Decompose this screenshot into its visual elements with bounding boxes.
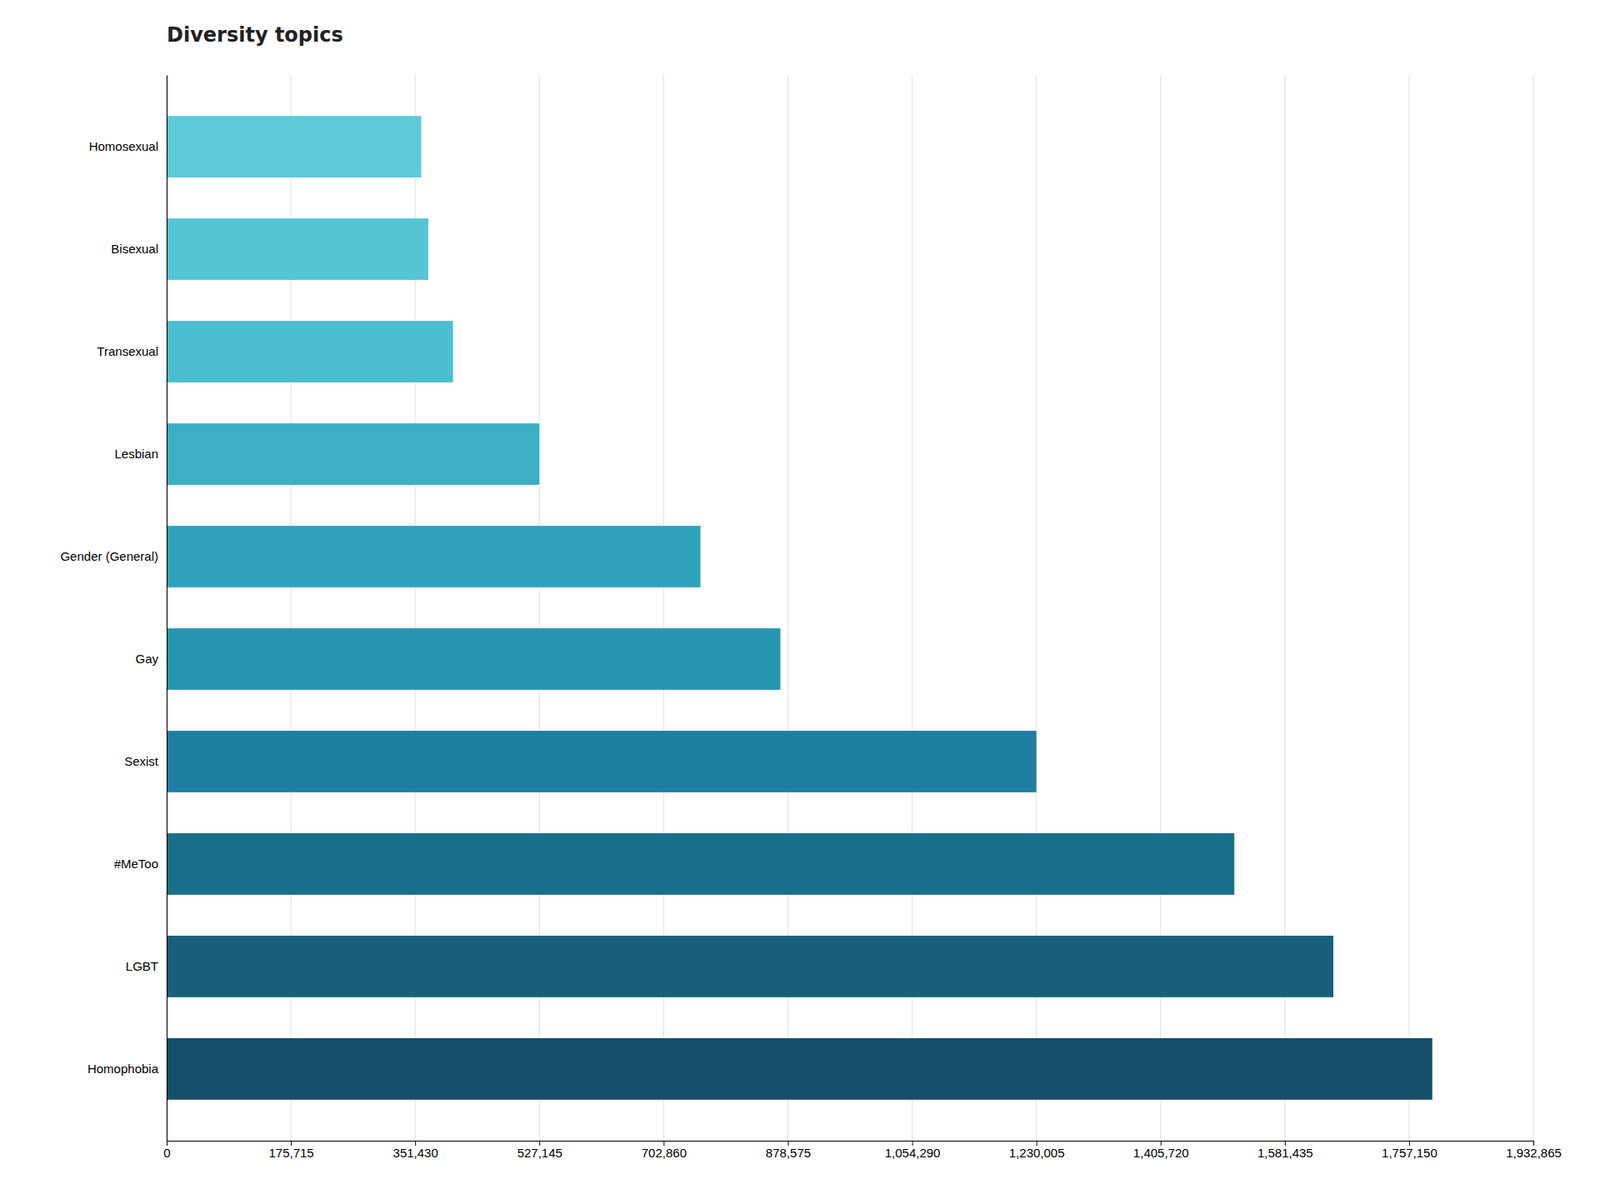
x-tick: 1,230,005 — [1009, 1140, 1065, 1160]
axis-line — [167, 1141, 1535, 1147]
tick-label: 1,581,435 — [1257, 1145, 1314, 1160]
y-tick: #MeToo — [114, 856, 167, 871]
tick-label: 1,054,290 — [885, 1145, 941, 1160]
tick-label: 878,575 — [765, 1145, 811, 1160]
title: Diversity topics — [166, 23, 344, 47]
tick-label: Gay — [135, 651, 159, 666]
grid-line — [166, 75, 168, 1141]
bars — [166, 115, 1433, 1100]
tick-label: Transexual — [96, 344, 159, 359]
tick-label: 0 — [163, 1145, 170, 1160]
bar — [166, 320, 454, 383]
x-tick: 527,145 — [517, 1140, 563, 1160]
x-tick: 878,575 — [765, 1140, 811, 1160]
tick-label: 527,145 — [517, 1145, 563, 1160]
tick-label: LGBT — [125, 959, 159, 974]
tick-label: 702,860 — [641, 1145, 687, 1160]
x-tick: 0 — [163, 1140, 170, 1160]
y-tick: Sexist — [124, 754, 167, 769]
tick-label: 1,230,005 — [1009, 1145, 1065, 1160]
bar — [166, 115, 421, 178]
tick-label: Gender (General) — [60, 549, 159, 564]
axis-line — [166, 75, 168, 1142]
bar — [166, 1038, 1433, 1100]
y-tick: Gay — [135, 651, 167, 666]
y-tick: Lesbian — [114, 446, 167, 461]
grid-line — [1533, 75, 1535, 1141]
tick-label: 351,430 — [393, 1145, 439, 1160]
x-tick: 1,054,290 — [885, 1140, 941, 1160]
tick-label: #MeToo — [114, 856, 159, 871]
tick-label: Sexist — [124, 754, 160, 769]
y-tick: LGBT — [125, 959, 167, 974]
chart-svg: 0 175,715 351,430 527,145 702,860 878,575 1,05… — [0, 0, 1600, 1199]
tick-label: 1,757,150 — [1381, 1145, 1438, 1160]
bar — [166, 730, 1037, 793]
grid-line — [1408, 75, 1410, 1141]
tick-label: Homosexual — [89, 139, 159, 154]
y-axis: Homosexual Bisexual Transexual Lesbian Gende… — [60, 75, 167, 1142]
x-tick: 351,430 — [393, 1140, 439, 1160]
grid — [166, 75, 1534, 1141]
tick-label: Bisexual — [110, 241, 159, 256]
bar — [166, 423, 540, 485]
tick-label: Lesbian — [114, 446, 159, 461]
y-tick: Homosexual — [89, 139, 167, 154]
y-tick: Transexual — [96, 344, 167, 359]
x-tick: 1,757,150 — [1381, 1140, 1438, 1160]
y-tick: Homophobia — [87, 1061, 167, 1076]
tick-label: 1,405,720 — [1133, 1145, 1190, 1160]
y-tick: Gender (General) — [60, 549, 167, 564]
bar — [166, 833, 1235, 895]
x-tick: 1,581,435 — [1257, 1140, 1314, 1160]
y-tick: Bisexual — [110, 241, 167, 256]
bar — [166, 218, 429, 280]
x-tick: 702,860 — [641, 1140, 687, 1160]
bar — [166, 628, 780, 690]
x-axis: 0 175,715 351,430 527,145 702,860 878,575 1,05… — [163, 1140, 1562, 1160]
bar — [166, 935, 1334, 998]
bar — [166, 525, 701, 588]
chart-container: 0 175,715 351,430 527,145 702,860 878,575 1,05… — [0, 0, 1600, 1199]
tick-label: 175,715 — [268, 1145, 314, 1160]
x-tick: 1,932,865 — [1505, 1140, 1562, 1160]
tick-label: Homophobia — [87, 1061, 160, 1076]
plot: 0 175,715 351,430 527,145 702,860 878,575 1,05… — [60, 75, 1561, 1160]
tick-label: 1,932,865 — [1505, 1145, 1562, 1160]
x-tick: 1,405,720 — [1133, 1140, 1190, 1160]
x-tick: 175,715 — [268, 1140, 314, 1160]
